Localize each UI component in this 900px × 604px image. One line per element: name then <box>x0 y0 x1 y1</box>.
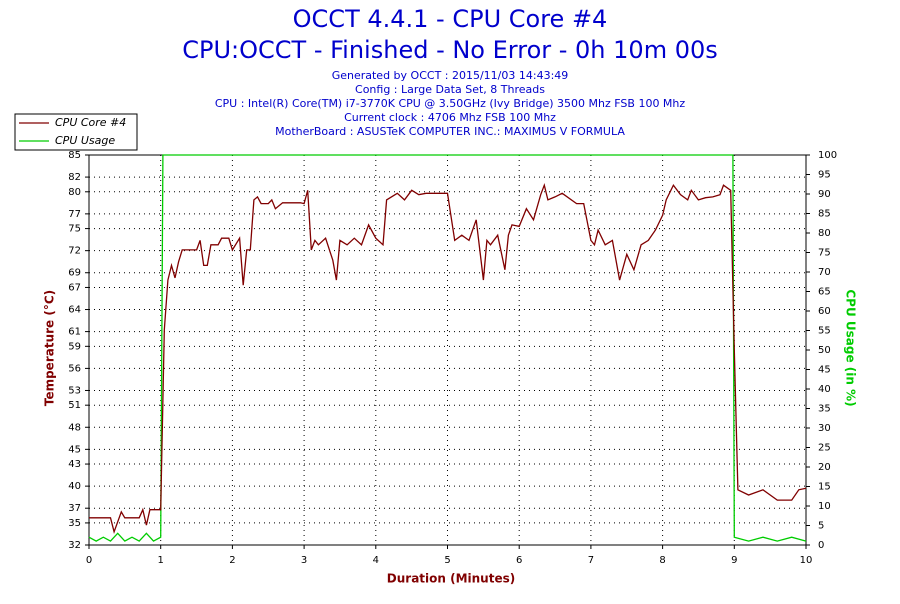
y2-tick-label: 0 <box>818 540 824 551</box>
x-tick-label: 2 <box>229 555 235 566</box>
y2-tick-label: 55 <box>818 326 831 337</box>
y-tick-label: 35 <box>68 518 81 529</box>
y2-tick-label: 60 <box>818 306 831 317</box>
x-tick-label: 7 <box>588 555 594 566</box>
y2-tick-label: 35 <box>818 404 831 415</box>
y-tick-label: 43 <box>68 459 81 470</box>
series-line <box>88 154 807 542</box>
chart-title: OCCT 4.4.1 - CPU Core #4 <box>293 5 608 33</box>
y-tick-label: 69 <box>68 268 81 279</box>
y-tick-label: 51 <box>68 400 81 411</box>
chart-subtitle: CPU:OCCT - Finished - No Error - 0h 10m … <box>182 36 718 64</box>
y2-tick-label: 95 <box>818 170 831 181</box>
y-tick-label: 82 <box>68 172 81 183</box>
y-tick-label: 64 <box>68 305 81 316</box>
y2-tick-label: 45 <box>818 365 831 376</box>
y2-tick-label: 40 <box>818 384 831 395</box>
x-tick-label: 1 <box>158 555 164 566</box>
y2-tick-label: 85 <box>818 209 831 220</box>
y-tick-label: 53 <box>68 385 81 396</box>
info-line: MotherBoard : ASUSTeK COMPUTER INC.: MAX… <box>275 125 625 138</box>
series-line <box>89 183 807 535</box>
y2-tick-label: 70 <box>818 267 831 278</box>
legend-label: CPU Usage <box>55 134 115 147</box>
y2-tick-label: 30 <box>818 423 831 434</box>
y-tick-label: 56 <box>68 363 81 374</box>
y-tick-label: 45 <box>68 444 81 455</box>
y-tick-label: 48 <box>68 422 81 433</box>
info-line: Config : Large Data Set, 8 Threads <box>355 83 545 96</box>
y-axis-label: Temperature (°C) <box>43 290 57 406</box>
y-tick-label: 75 <box>68 224 81 235</box>
y2-tick-label: 90 <box>818 189 831 200</box>
y-tick-label: 80 <box>68 187 81 198</box>
legend-label: CPU Core #4 <box>55 116 126 129</box>
x-tick-label: 5 <box>444 555 450 566</box>
y2-tick-label: 10 <box>818 501 831 512</box>
y-tick-label: 37 <box>68 503 81 514</box>
y2-tick-label: 5 <box>818 521 824 532</box>
y2-tick-label: 100 <box>818 150 837 161</box>
y-tick-label: 72 <box>68 246 81 257</box>
x-axis-label: Duration (Minutes) <box>387 572 515 586</box>
y2-tick-label: 50 <box>818 345 831 356</box>
info-line: CPU : Intel(R) Core(TM) i7-3770K CPU @ 3… <box>215 97 686 110</box>
x-tick-label: 9 <box>731 555 737 566</box>
x-tick-label: 6 <box>516 555 522 566</box>
y2-axis-label: CPU Usage (in %) <box>844 289 858 406</box>
y-tick-label: 40 <box>68 481 81 492</box>
info-line: Generated by OCCT : 2015/11/03 14:43:49 <box>332 69 569 82</box>
info-line: Current clock : 4706 Mhz FSB 100 Mhz <box>344 111 556 124</box>
x-tick-label: 10 <box>800 555 813 566</box>
y2-tick-label: 80 <box>818 228 831 239</box>
y2-tick-label: 25 <box>818 443 831 454</box>
y-tick-label: 77 <box>68 209 81 220</box>
y-tick-label: 32 <box>68 540 81 551</box>
x-tick-label: 4 <box>373 555 379 566</box>
y2-tick-label: 75 <box>818 248 831 259</box>
y2-tick-label: 15 <box>818 482 831 493</box>
x-tick-label: 0 <box>86 555 92 566</box>
x-tick-label: 3 <box>301 555 307 566</box>
y2-tick-label: 65 <box>818 287 831 298</box>
y-tick-label: 85 <box>68 150 81 161</box>
legend-box <box>14 113 138 151</box>
y-tick-label: 61 <box>68 327 81 338</box>
x-tick-label: 8 <box>659 555 665 566</box>
y2-tick-label: 20 <box>818 462 831 473</box>
y-tick-label: 59 <box>68 341 81 352</box>
y-tick-label: 67 <box>68 282 81 293</box>
